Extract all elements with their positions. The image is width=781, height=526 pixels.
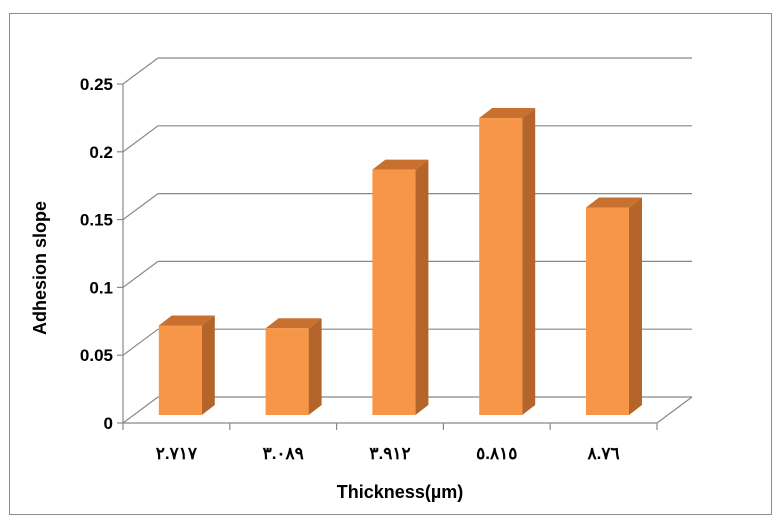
y-tick-labels: 0 0.05 0.1 0.15 0.2 0.25: [80, 75, 113, 433]
bar-side: [308, 318, 322, 415]
bar: [479, 108, 536, 415]
gridline-depth: [122, 396, 159, 424]
bar-front: [372, 169, 416, 415]
gridline-depth: [122, 328, 159, 356]
bar-top: [265, 318, 322, 329]
y-tick-label: 0: [104, 414, 113, 433]
bar-top: [479, 108, 536, 119]
floor-edge: [656, 396, 693, 424]
bar-front: [265, 328, 309, 415]
bar: [265, 318, 322, 415]
bar-top: [372, 159, 429, 170]
bar-side: [201, 315, 215, 415]
y-tick-label: 0.15: [80, 211, 113, 230]
bar-front: [158, 325, 202, 415]
y-axis-label: Adhesion slope: [30, 201, 50, 335]
y-tick-label: 0.1: [89, 278, 113, 297]
gridline-depth: [122, 260, 159, 288]
bar-front: [586, 207, 629, 415]
x-tick-label: ٣.٩١٢: [369, 444, 410, 463]
y-tick-label: 0.2: [89, 143, 113, 162]
axes: [117, 83, 693, 430]
bar-side: [522, 108, 536, 415]
bar-side: [629, 197, 642, 415]
bar: [586, 197, 642, 415]
gridline-depth: [122, 193, 159, 221]
x-tick-label: ٢.٧١٧: [156, 444, 198, 463]
y-tick-label: 0.05: [80, 346, 113, 365]
y-tick-label: 0.25: [80, 75, 113, 94]
bar: [158, 315, 215, 415]
gridline-depth: [122, 57, 159, 85]
bars: [158, 108, 642, 415]
bar-side: [415, 159, 429, 415]
gridline-depth: [122, 125, 159, 153]
bar-top: [158, 315, 215, 326]
bar-top: [586, 197, 642, 208]
x-tick-labels: ٢.٧١٧ ٣.٠٨٩ ٣.٩١٢ ٥.٨١٥ ٨.٧٦: [156, 444, 620, 463]
bar: [372, 159, 429, 415]
x-tick-label: ٣.٠٨٩: [263, 444, 304, 463]
x-tick-label: ٥.٨١٥: [476, 444, 517, 463]
x-tick-label: ٨.٧٦: [587, 444, 620, 463]
x-axis-label: Thickness(µm): [337, 482, 463, 502]
bar-front: [479, 118, 523, 415]
